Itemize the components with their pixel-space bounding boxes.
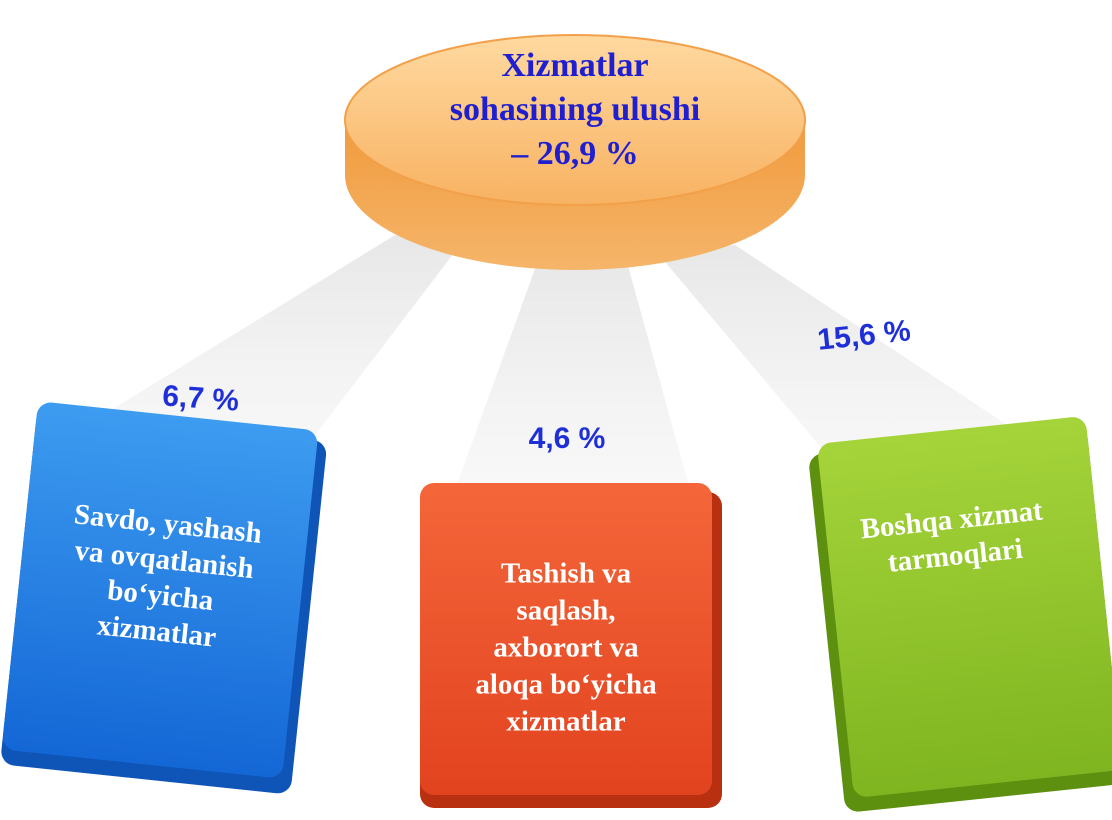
label-line: axborort va — [493, 632, 639, 664]
beam — [655, 245, 1030, 470]
label-line: Xizmatlar — [501, 47, 648, 84]
node-label: Tashish va saqlash, axborort va aloqa bo‘yi… — [475, 558, 657, 738]
label-line: aloqa bo‘yicha — [475, 669, 657, 701]
beam — [455, 255, 690, 490]
label-line: sohasining ulushi — [450, 91, 700, 128]
root-label: Xizmatlar sohasining ulushi – 26,9 % — [450, 47, 700, 172]
share-label: 4,6 % — [529, 422, 606, 455]
beam — [95, 235, 460, 455]
red-box — [420, 483, 722, 808]
green-box — [809, 417, 1112, 812]
label-line: Tashish va — [501, 558, 632, 590]
disk-top — [344, 34, 806, 206]
label-line: – 26,9 % — [510, 135, 639, 172]
share-label: 6,7 % — [161, 379, 240, 417]
label-line: saqlash, — [516, 595, 615, 627]
label-line: xizmatlar — [506, 706, 625, 738]
blue-box — [1, 402, 327, 794]
